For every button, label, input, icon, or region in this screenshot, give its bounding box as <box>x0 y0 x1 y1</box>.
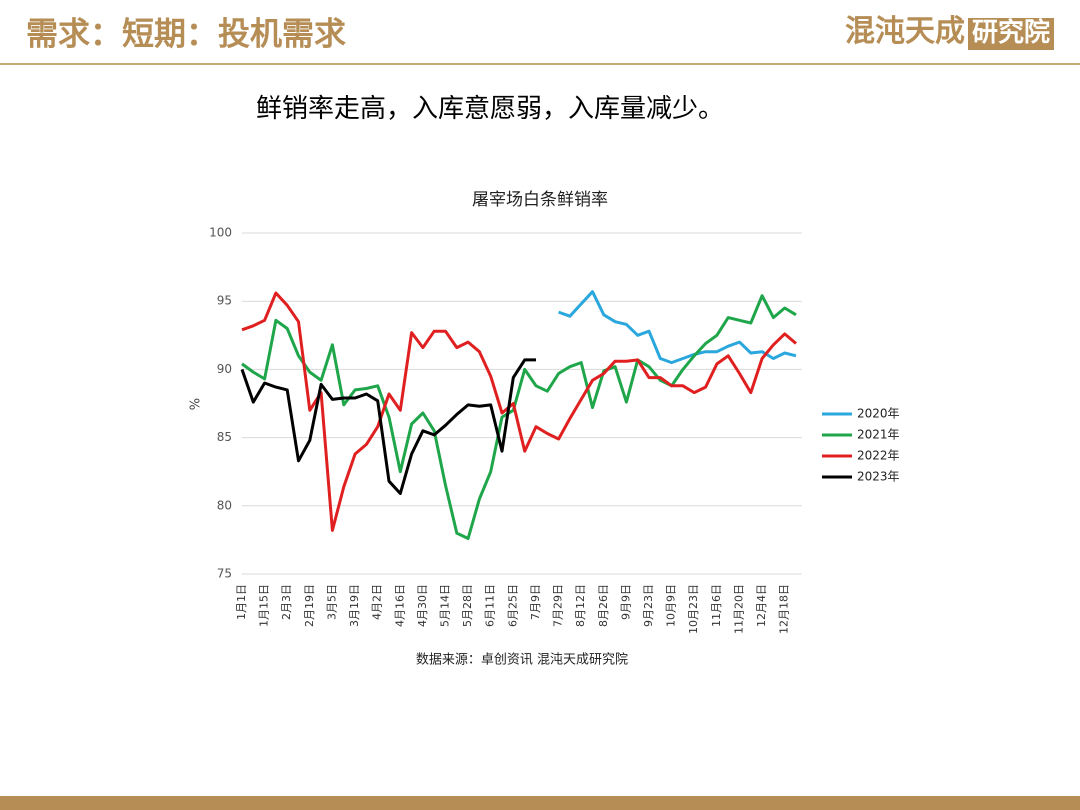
x-tick-label: 6月11日 <box>484 584 497 627</box>
x-tick-label: 8月26日 <box>597 584 610 627</box>
y-tick-label: 95 <box>217 294 232 308</box>
x-tick-label: 3月19日 <box>348 584 361 627</box>
y-tick-label: 85 <box>217 430 232 444</box>
series-line <box>241 291 797 532</box>
series-line <box>558 290 797 365</box>
x-tick-label: 7月9日 <box>529 584 542 620</box>
y-axis-label: % <box>189 398 204 410</box>
x-tick-label: 1月15日 <box>258 584 271 627</box>
x-tick-label: 9月9日 <box>619 584 632 620</box>
x-tick-label: 6月25日 <box>506 584 519 627</box>
legend-label: 2022年 <box>857 449 900 463</box>
legend-label: 2021年 <box>857 428 900 442</box>
x-tick-label: 10月23日 <box>687 584 700 634</box>
subtitle: 鲜销率走高，入库意愿弱，入库量减少。 <box>256 94 724 124</box>
x-tick-label: 4月16日 <box>393 584 406 627</box>
logo-main: 混沌天成 <box>845 15 965 48</box>
y-tick-label: 100 <box>209 226 232 240</box>
y-tick-label: 80 <box>217 498 232 512</box>
logo-box-text: 研究院 <box>972 17 1050 47</box>
footer-bar <box>0 796 1080 810</box>
x-tick-label: 5月28日 <box>461 584 474 627</box>
x-tick-label: 12月18日 <box>778 584 791 634</box>
x-tick-label: 4月2日 <box>371 584 384 620</box>
y-tick-label: 90 <box>217 362 232 376</box>
y-tick-label: 75 <box>217 567 232 581</box>
x-tick-label: 3月5日 <box>325 584 338 620</box>
x-tick-label: 1月1日 <box>235 584 248 620</box>
x-tick-label: 12月4日 <box>755 584 768 627</box>
source: 数据来源：卓创资讯 混沌天成研究院 <box>416 653 628 668</box>
x-tick-label: 5月14日 <box>439 584 452 627</box>
x-tick-label: 8月12日 <box>574 584 587 627</box>
x-tick-label: 4月30日 <box>416 584 429 627</box>
x-tick-label: 10月9日 <box>665 584 678 627</box>
x-tick-label: 11月20日 <box>732 584 745 634</box>
x-tick-label: 7月29日 <box>552 584 565 627</box>
series-line <box>241 294 797 540</box>
legend-label: 2023年 <box>857 470 900 484</box>
logo-box <box>968 18 1054 50</box>
legend-label: 2020年 <box>857 407 900 421</box>
x-tick-label: 2月3日 <box>280 584 293 620</box>
series-line <box>240 358 536 495</box>
chart-title: 屠宰场白条鲜销率 <box>472 190 608 210</box>
x-tick-label: 11月6日 <box>710 584 723 627</box>
x-tick-label: 9月23日 <box>642 584 655 627</box>
x-tick-label: 2月19日 <box>303 584 316 627</box>
header-title: 需求：短期：投机需求 <box>26 15 346 51</box>
